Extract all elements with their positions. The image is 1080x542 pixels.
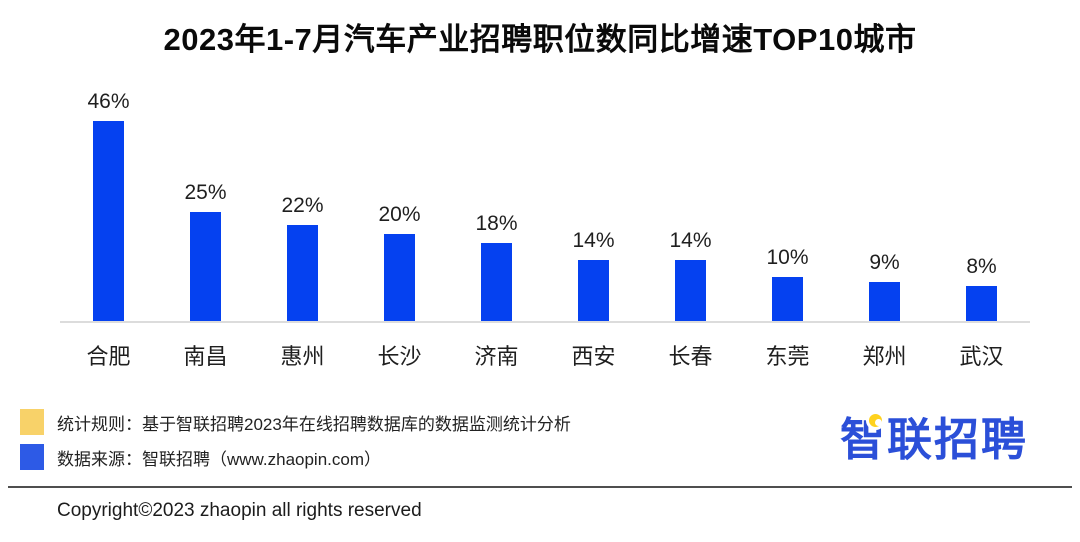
bar-value-label: 14% <box>572 229 615 252</box>
zhaopin-logo: 智联招聘 <box>840 411 1028 462</box>
category-label: 合肥 <box>86 344 131 369</box>
bar <box>481 243 512 321</box>
bar <box>869 282 900 321</box>
plot-area: 46% 25% 22% 20% 18% 14% 14% 10% 9% 8% <box>60 85 1030 323</box>
category-label: 南昌 <box>183 344 228 369</box>
yellow-swatch-icon <box>20 409 44 435</box>
bar-value-label: 22% <box>281 194 324 217</box>
note-text: 统计规则：基于智联招聘2023年在线招聘数据库的数据监测统计分析 <box>57 414 571 434</box>
bar-value-label: 20% <box>378 203 421 226</box>
legend-notes: 统计规则：基于智联招聘2023年在线招聘数据库的数据监测统计分析 数据来源：智联… <box>20 409 571 470</box>
category-label: 郑州 <box>862 344 907 369</box>
category-label: 东莞 <box>765 344 810 369</box>
category-labels: 合肥 南昌 惠州 长沙 济南 西安 长春 东莞 郑州 武汉 <box>60 323 1030 371</box>
bar-value-label: 8% <box>966 255 997 278</box>
bar-value-label: 9% <box>869 251 900 274</box>
bar-value-label: 10% <box>766 246 809 269</box>
category-label: 西安 <box>571 344 616 369</box>
bar-column: 22% <box>254 85 351 321</box>
bar-column: 25% <box>157 85 254 321</box>
bar-column: 14% <box>642 85 739 321</box>
category-label: 长春 <box>668 344 713 369</box>
bar <box>384 234 415 321</box>
divider <box>8 486 1072 488</box>
note-statistic-rule: 统计规则：基于智联招聘2023年在线招聘数据库的数据监测统计分析 <box>20 409 571 435</box>
bar-value-label: 46% <box>87 90 130 113</box>
bar <box>966 286 997 321</box>
bar-chart: 46% 25% 22% 20% 18% 14% 14% 10% 9% 8% 合肥 南昌 惠州 长沙 济南 西… <box>60 85 1030 371</box>
category-label: 济南 <box>474 344 519 369</box>
bar <box>578 260 609 321</box>
blue-swatch-icon <box>20 444 44 470</box>
bar-column: 46% <box>60 85 157 321</box>
bar <box>93 121 124 321</box>
bar <box>772 277 803 321</box>
page-title: 2023年1-7月汽车产业招聘职位数同比增速TOP10城市 <box>163 22 917 57</box>
category-label: 武汉 <box>959 344 1004 369</box>
footer: 统计规则：基于智联招聘2023年在线招聘数据库的数据监测统计分析 数据来源：智联… <box>20 409 1050 470</box>
bar-column: 8% <box>933 85 1030 321</box>
bar-value-label: 18% <box>475 212 518 235</box>
note-text: 数据来源：智联招聘（www.zhaopin.com） <box>57 449 382 469</box>
bar-column: 10% <box>739 85 836 321</box>
bar <box>675 260 706 321</box>
bar-column: 14% <box>545 85 642 321</box>
category-label: 惠州 <box>280 344 325 369</box>
bar-column: 9% <box>836 85 933 321</box>
category-label: 长沙 <box>377 344 422 369</box>
note-data-source: 数据来源：智联招聘（www.zhaopin.com） <box>20 444 571 470</box>
bar-value-label: 25% <box>184 181 227 204</box>
bar-column: 20% <box>351 85 448 321</box>
logo-pin-icon <box>865 411 885 430</box>
bar <box>287 225 318 321</box>
copyright-text: Copyright©2023 zhaopin all rights reserv… <box>57 500 422 521</box>
bar-column: 18% <box>448 85 545 321</box>
bar-value-label: 14% <box>669 229 712 252</box>
bar <box>190 212 221 321</box>
